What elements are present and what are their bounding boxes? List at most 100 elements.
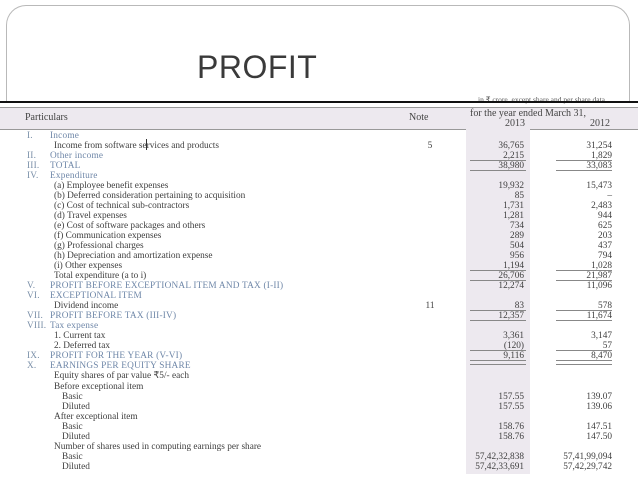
- row-label: Basic: [62, 451, 83, 462]
- total-rule: [470, 270, 526, 272]
- table-row: V. PROFIT BEFORE EXCEPTIONAL ITEM AND TAX…: [0, 281, 638, 291]
- row-value-2012: 139.07: [586, 391, 612, 402]
- row-value-2013: 26,706: [498, 271, 524, 282]
- table-row: X. EARNINGS PER EQUITY SHARE: [0, 361, 638, 371]
- row-label: PROFIT BEFORE TAX (III-IV): [50, 311, 177, 322]
- row-label: Tax expense: [50, 321, 99, 332]
- table-row: Diluted 57,42,33,691 57,42,29,742: [0, 462, 638, 472]
- row-value-2013: (120): [503, 341, 524, 352]
- row-value-2013: 57,42,33,691: [475, 461, 524, 472]
- row-note: 11: [425, 301, 435, 312]
- row-value-2013: 1,281: [503, 211, 524, 222]
- row-label: Dividend income: [54, 301, 119, 312]
- row-value-2013: 38,980: [498, 161, 524, 172]
- total-rule: [556, 310, 612, 312]
- row-label: (f) Communication expenses: [54, 231, 162, 242]
- row-value-2012: 578: [598, 301, 612, 312]
- row-value-2012: 139.06: [586, 401, 612, 412]
- row-value-2013: 158.76: [498, 421, 524, 432]
- row-value-2013: 9,116: [503, 351, 524, 362]
- table-row: Before exceptional item: [0, 382, 638, 392]
- row-value-2012: 33,083: [586, 161, 612, 172]
- total-rule: [470, 310, 526, 312]
- row-value-2013: 83: [514, 301, 524, 312]
- table-row: (b) Deferred consideration pertaining to…: [0, 191, 638, 201]
- table-row: Equity shares of par value ₹5/- each: [0, 371, 638, 381]
- row-value-2013: 12,357: [498, 311, 524, 322]
- table-top-rule: [0, 101, 638, 103]
- table-row: III. TOTAL 38,980 33,083: [0, 161, 638, 171]
- row-value-2012: –: [607, 191, 612, 202]
- total-rule: [470, 160, 526, 162]
- table-row: VI. EXCEPTIONAL ITEM: [0, 291, 638, 301]
- row-label: Basic: [62, 391, 83, 402]
- total-rule: [556, 270, 612, 272]
- row-label: (b) Deferred consideration pertaining to…: [54, 191, 246, 202]
- row-numeral: III.: [27, 161, 40, 172]
- row-label: Other income: [50, 151, 104, 162]
- row-label: Number of shares used in computing earni…: [54, 441, 262, 452]
- total-rule: [556, 360, 612, 366]
- table-row: Income from software services and produc…: [0, 141, 638, 151]
- row-label: (c) Cost of technical sub-contractors: [54, 201, 190, 212]
- row-label: (a) Employee benefit expenses: [54, 181, 169, 192]
- table-row: (d) Travel expenses 1,281 944: [0, 211, 638, 221]
- row-value-2013: 158.76: [498, 431, 524, 442]
- total-rule: [470, 350, 526, 352]
- header-period: for the year ended March 31,: [470, 108, 587, 119]
- total-rule: [470, 170, 526, 172]
- row-value-2012: 1,829: [591, 151, 612, 162]
- table-row: Number of shares used in computing earni…: [0, 442, 638, 452]
- row-numeral: IV.: [27, 171, 39, 182]
- row-value-2013: 2,215: [503, 151, 524, 162]
- table-row: (c) Cost of technical sub-contractors 1,7…: [0, 201, 638, 211]
- row-value-2012: 147.51: [586, 421, 612, 432]
- row-value-2013: 289: [510, 231, 524, 242]
- column-2013-shade: [466, 128, 530, 474]
- slide-title: PROFIT: [197, 49, 318, 85]
- header-year-2013: 2013: [505, 118, 525, 129]
- row-value-2012: 1,028: [591, 261, 612, 272]
- row-value-2012: 794: [598, 251, 612, 262]
- row-value-2013: 36,765: [498, 141, 524, 152]
- row-label: PROFIT BEFORE EXCEPTIONAL ITEM AND TAX (…: [50, 281, 284, 292]
- row-label: EXCEPTIONAL ITEM: [50, 291, 142, 302]
- text-cursor: [146, 139, 147, 150]
- row-value-2013: 157.55: [498, 391, 524, 402]
- row-numeral: I.: [27, 131, 33, 141]
- table-row: (g) Professional charges 504 437: [0, 241, 638, 251]
- row-value-2012: 2,483: [591, 201, 612, 212]
- row-label: TOTAL: [50, 161, 81, 172]
- row-label: PROFIT FOR THE YEAR (V-VI): [50, 351, 183, 362]
- row-value-2012: 437: [598, 241, 612, 252]
- total-rule: [556, 320, 612, 322]
- row-value-2013: 3,361: [503, 331, 524, 342]
- table-row: (a) Employee benefit expenses 19,932 15,47…: [0, 181, 638, 191]
- total-rule: [556, 160, 612, 162]
- table-row: (i) Other expenses 1,194 1,028: [0, 261, 638, 271]
- total-rule: [470, 320, 526, 322]
- row-label: Equity shares of par value ₹5/- each: [54, 371, 189, 382]
- row-value-2012: 11,096: [586, 281, 612, 292]
- row-value-2013: 85: [514, 191, 524, 202]
- row-label: (g) Professional charges: [54, 241, 144, 252]
- total-rule: [470, 280, 526, 282]
- table-row: (e) Cost of software packages and others…: [0, 221, 638, 231]
- table-row: 2. Deferred tax (120) 57: [0, 341, 638, 351]
- table-row: Dividend income 11 83 578: [0, 301, 638, 311]
- header-particulars: Particulars: [25, 112, 68, 123]
- row-numeral: X.: [27, 361, 37, 372]
- total-rule: [556, 350, 612, 352]
- table-header: Particulars Note for the year ended Marc…: [0, 107, 638, 130]
- table-row: (f) Communication expenses 289 203: [0, 231, 638, 241]
- table-row: Diluted 157.55 139.06: [0, 402, 638, 412]
- row-numeral: VIII.: [27, 321, 47, 332]
- row-label: After exceptional item: [54, 411, 138, 422]
- row-label: 2. Deferred tax: [54, 341, 111, 352]
- row-label: Diluted: [62, 461, 90, 472]
- total-rule: [470, 360, 526, 366]
- row-label: Expenditure: [50, 171, 98, 182]
- row-label: (e) Cost of software packages and others: [54, 221, 206, 232]
- units-note: in ₹ crore, except share and per share d…: [478, 95, 605, 104]
- row-value-2012: 8,470: [591, 351, 612, 362]
